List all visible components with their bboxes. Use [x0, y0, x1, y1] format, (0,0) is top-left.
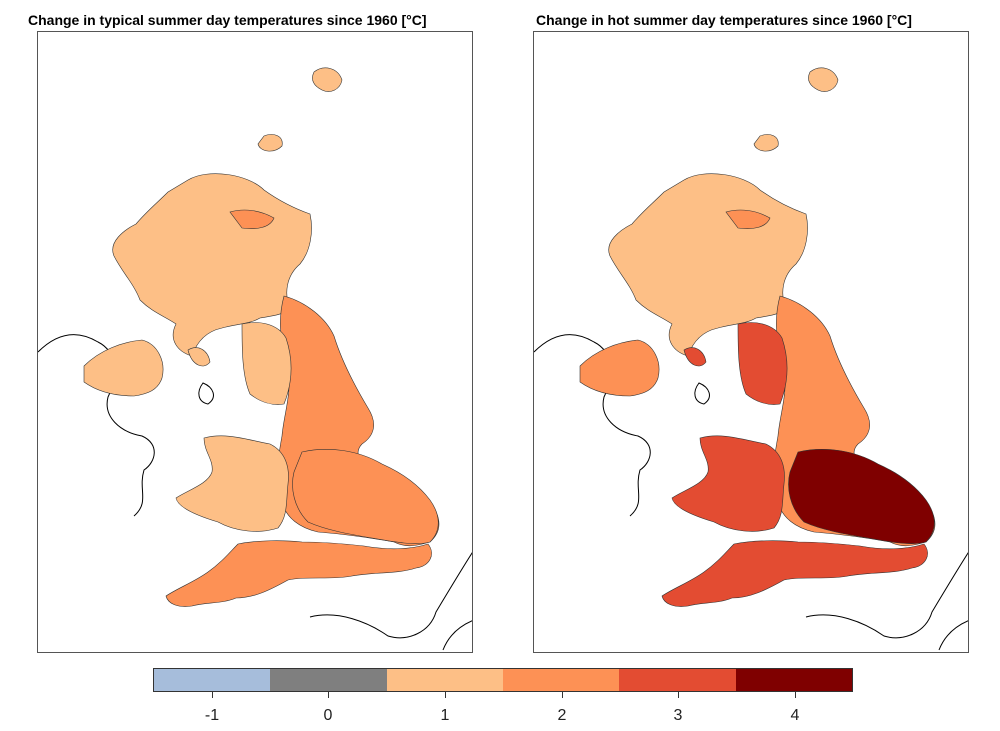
colorbar-tick-label: 2 — [557, 707, 567, 724]
colorbar-segment-0 — [270, 669, 387, 691]
colorbar-segment-minus1 — [154, 669, 271, 691]
left-southeast-region — [292, 449, 439, 544]
left-northeast-patch — [229, 209, 275, 229]
colorbar-segment-4 — [735, 669, 852, 691]
left-map-title: Change in typical summer day temperature… — [28, 12, 427, 28]
right-southwest-region — [661, 540, 928, 607]
right-coastline-outline — [534, 334, 968, 651]
colorbar-tick-label: 0 — [323, 707, 333, 724]
left-wales-region — [175, 435, 289, 532]
right-southeast-region — [788, 449, 935, 544]
colorbar-tick-label: 4 — [790, 707, 800, 724]
right-map-title: Change in hot summer day temperatures si… — [536, 12, 912, 28]
colorbar-tick — [212, 692, 213, 698]
colorbar-tick — [678, 692, 679, 698]
right-northern-ireland-region — [579, 339, 660, 397]
right-map-panel — [533, 31, 969, 653]
left-northern-ireland-region — [83, 339, 164, 397]
right-uk-map — [534, 67, 968, 651]
colorbar-tick-label: 3 — [673, 707, 683, 724]
colorbar-tick — [795, 692, 796, 698]
left-islands-region — [257, 67, 343, 152]
colorbar-tick — [328, 692, 329, 698]
colorbar-tick — [562, 692, 563, 698]
right-wales-region — [671, 435, 785, 532]
colorbar — [153, 668, 853, 692]
colorbar-segment-1 — [386, 669, 503, 691]
colorbar-tick-label: 1 — [440, 707, 450, 724]
left-coastline-outline — [38, 334, 472, 651]
colorbar-segment-2 — [502, 669, 620, 691]
left-northwest-england-region — [187, 322, 292, 405]
left-uk-map — [38, 67, 472, 651]
colorbar-segment-3 — [619, 669, 736, 691]
colorbar-tick-label: -1 — [204, 707, 220, 724]
right-northeast-patch — [725, 209, 771, 229]
left-map-panel — [37, 31, 473, 653]
right-northwest-england-region — [683, 322, 788, 405]
left-southwest-region — [165, 540, 432, 607]
colorbar-tick — [445, 692, 446, 698]
right-islands-region — [753, 67, 839, 152]
